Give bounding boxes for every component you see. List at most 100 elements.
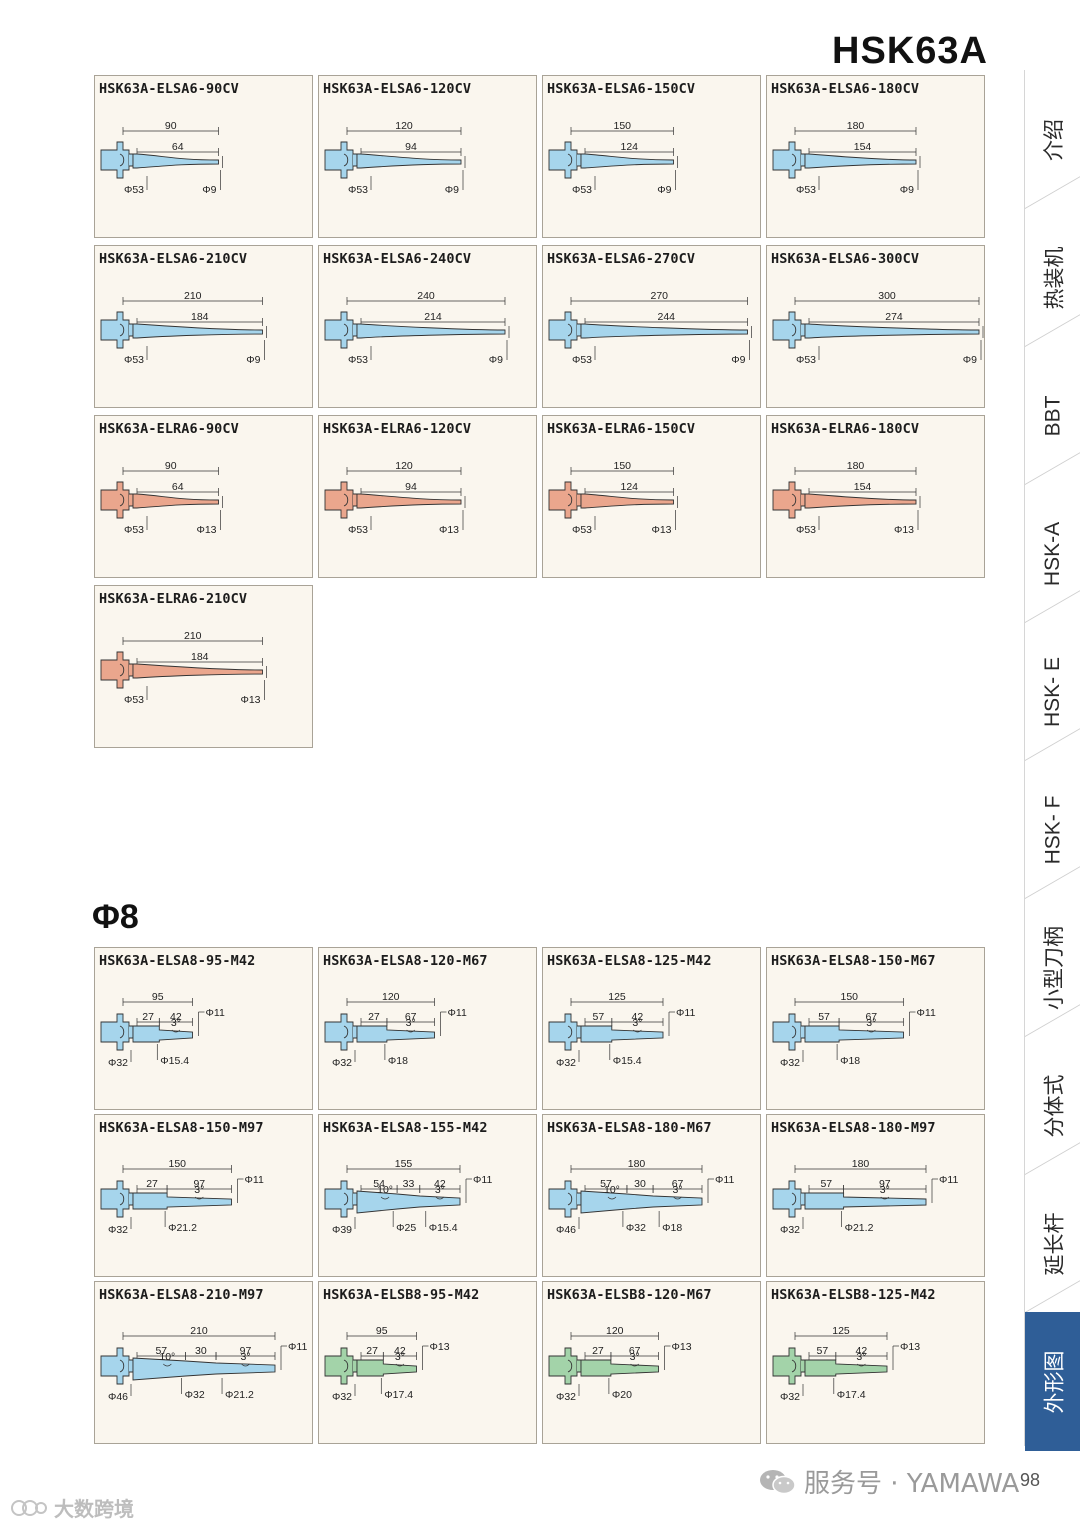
product-model: HSK63A-ELSA8-180-M67	[547, 1120, 712, 1136]
tool-body	[356, 1025, 435, 1043]
tool-body	[356, 153, 462, 169]
dim-taper-angle: 3°	[673, 1184, 683, 1196]
dim-overall-length: 300	[878, 290, 896, 302]
dim-gauge-length: 274	[885, 311, 903, 323]
tool-body	[132, 663, 263, 679]
dim-segment-length: 57	[600, 1178, 612, 1190]
product-card: HSK63A-ELSA8-95-M42 95 27 42 3° Φ11 Φ32 Φ15.4	[94, 947, 313, 1110]
tool-body	[580, 1359, 659, 1377]
dim-segment-length: 67	[865, 1011, 877, 1023]
dim-overall-length: 180	[852, 1158, 870, 1170]
tab-1[interactable]: 介绍	[1025, 70, 1080, 209]
dim-segment-length: 27	[368, 1011, 380, 1023]
tool-body	[804, 493, 917, 509]
tool-drawing: 210 184 Φ53 Φ13	[100, 630, 267, 706]
watermark-left: 大数跨境	[10, 1493, 134, 1522]
dim-neck-diameter: Φ21.2	[168, 1222, 197, 1234]
dim-tip-diameter: Φ9	[489, 354, 503, 366]
tool-drawing: 95 27 423° Φ13 Φ32 Φ17.4	[324, 1325, 450, 1403]
dim-shank-diameter: Φ32	[108, 1224, 128, 1236]
product-model: HSK63A-ELSA8-120-M67	[323, 953, 488, 969]
dim-shank-diameter: Φ32	[332, 1391, 352, 1403]
product-card: HSK63A-ELRA6-120CV 120 94 Φ53 Φ13	[318, 415, 537, 578]
dim-segment-length: 42	[856, 1345, 868, 1357]
dim-segment-length: 67	[405, 1011, 417, 1023]
holder-flange	[100, 481, 134, 519]
dim-shank-diameter: Φ53	[796, 184, 816, 196]
tab-3[interactable]: BBT	[1025, 346, 1080, 485]
product-card: HSK63A-ELSA6-210CV 210 184 Φ53 Φ9	[94, 245, 313, 408]
tool-drawing: 150 124 Φ53 Φ13	[548, 460, 678, 536]
product-model: HSK63A-ELRA6-90CV	[99, 421, 239, 437]
dim-overall-length: 240	[417, 290, 435, 302]
holder-flange	[772, 311, 806, 349]
product-model: HSK63A-ELSA6-90CV	[99, 81, 239, 97]
dim-overall-length: 180	[847, 460, 865, 472]
holder-flange	[100, 1180, 134, 1218]
product-card: HSK63A-ELSB8-95-M42 95 27 42 3° Φ13 Φ32 Φ17.4	[318, 1281, 537, 1444]
dim-taper-angle: 10°	[604, 1184, 620, 1196]
dim-overall-length: 90	[165, 460, 177, 472]
dim-neck-diameter: Φ15.4	[160, 1055, 189, 1067]
dim-neck-diameter: Φ32	[626, 1222, 646, 1234]
dim-bore-diameter: Φ13	[672, 1341, 692, 1353]
tab-2[interactable]: 热装机	[1025, 208, 1080, 347]
tab-label: 延长杆	[1043, 1212, 1066, 1275]
holder-flange	[324, 141, 358, 179]
dim-shank-diameter: Φ53	[348, 354, 368, 366]
dim-shank-diameter: Φ32	[556, 1057, 576, 1069]
holder-flange	[772, 1180, 806, 1218]
dim-segment-length: 57	[817, 1345, 829, 1357]
dim-overall-length: 210	[190, 1325, 208, 1337]
holder-flange	[772, 1013, 806, 1051]
tab-4[interactable]: HSK-A	[1025, 484, 1080, 623]
tool-drawing: 180 57 30 67 10° 3° Φ11 Φ46 Φ32 Φ18	[548, 1158, 734, 1236]
holder-flange	[772, 1347, 806, 1385]
tab-7[interactable]: 小型刀柄	[1025, 898, 1080, 1037]
dim-taper-angle: 3°	[406, 1017, 416, 1029]
dim-neck-diameter: Φ21.2	[845, 1222, 874, 1234]
dim-segment-length: 30	[195, 1345, 207, 1357]
product-model: HSK63A-ELSA8-210-M97	[99, 1287, 264, 1303]
dim-tip-diameter: Φ9	[445, 184, 459, 196]
dim-shank-diameter: Φ46	[556, 1224, 576, 1236]
tab-5[interactable]: HSK- E	[1025, 622, 1080, 761]
dim-segment-length: 57	[820, 1178, 832, 1190]
dim-overall-length: 210	[184, 290, 202, 302]
dim-segment-length: 27	[366, 1345, 378, 1357]
dim-tip-diameter: Φ9	[202, 184, 216, 196]
tool-body	[580, 323, 748, 339]
product-card: HSK63A-ELSA6-150CV 150 124 Φ53 Φ9	[542, 75, 761, 238]
dim-overall-length: 180	[847, 120, 865, 132]
tab-6[interactable]: HSK- F	[1025, 760, 1080, 899]
tab-8[interactable]: 分体式	[1025, 1036, 1080, 1175]
tool-body	[356, 1190, 461, 1214]
dim-overall-length: 210	[184, 630, 202, 642]
tool-drawing: 120 94 Φ53 Φ13	[324, 460, 466, 536]
dim-bore-diameter: Φ11	[288, 1341, 307, 1353]
dim-taper-angle: 3°	[630, 1351, 640, 1363]
dim-overall-length: 120	[606, 1325, 624, 1337]
page-title: HSK63A	[832, 30, 988, 72]
tab-9[interactable]: 延长杆	[1025, 1174, 1080, 1313]
tab-10[interactable]: 外形图	[1025, 1312, 1080, 1451]
dim-overall-length: 95	[152, 991, 164, 1003]
product-card: HSK63A-ELSA8-155-M42 155 54 33 42 10° 3° Φ11 Φ39…	[318, 1114, 537, 1277]
dim-shank-diameter: Φ53	[348, 184, 368, 196]
product-card: HSK63A-ELSA6-120CV 120 94 Φ53 Φ9	[318, 75, 537, 238]
tool-drawing: 150 124 Φ53 Φ9	[548, 120, 678, 196]
tab-label: BBT	[1041, 395, 1064, 436]
tab-label: 热装机	[1043, 246, 1066, 309]
dim-segment-length: 57	[593, 1011, 605, 1023]
dim-segment-length: 54	[373, 1178, 385, 1190]
product-card: HSK63A-ELRA6-210CV 210 184 Φ53 Φ13	[94, 585, 313, 748]
dim-taper-angle: 10°	[159, 1351, 175, 1363]
dim-gauge-length: 214	[424, 311, 442, 323]
product-card: HSK63A-ELSA6-270CV 270 244 Φ53 Φ9	[542, 245, 761, 408]
dim-taper-angle: 3°	[866, 1017, 876, 1029]
dim-gauge-length: 64	[172, 481, 184, 493]
dim-segment-length: 97	[240, 1345, 252, 1357]
dim-shank-diameter: Φ53	[348, 524, 368, 536]
product-model: HSK63A-ELSA6-270CV	[547, 251, 696, 267]
product-card: HSK63A-ELRA6-180CV 180 154 Φ53 Φ13	[766, 415, 985, 578]
